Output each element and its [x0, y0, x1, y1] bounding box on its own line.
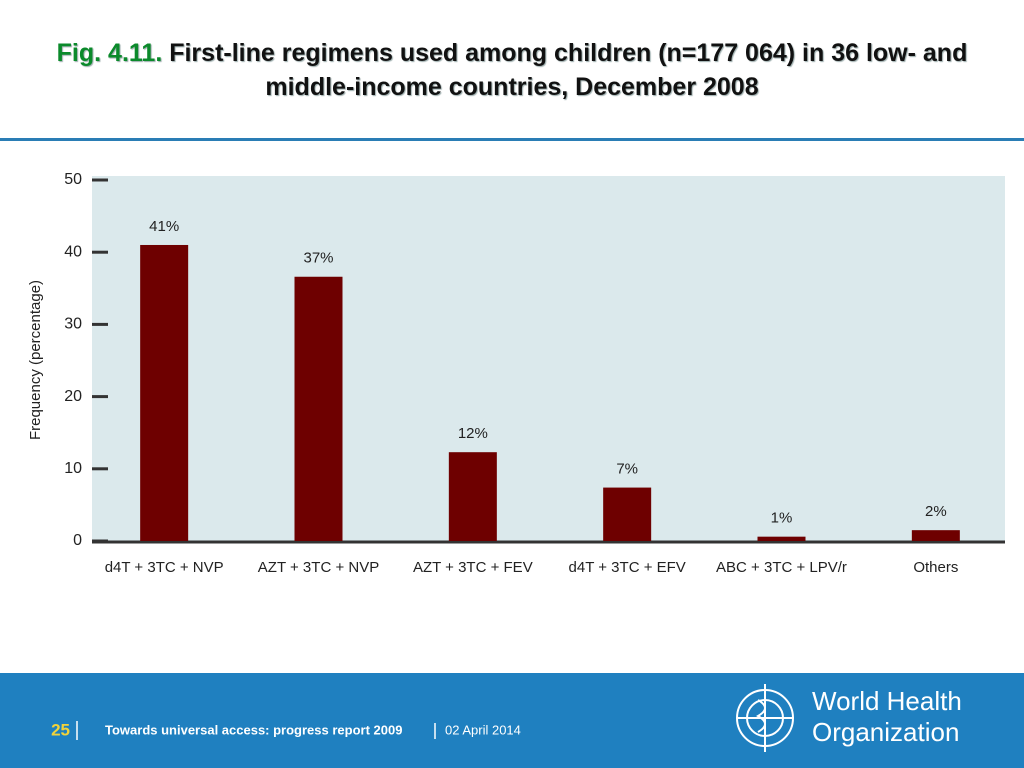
plot-background	[92, 176, 1005, 542]
logo-line: World Health	[812, 686, 962, 716]
x-tick-label: ABC + 3TC + LPV/r	[716, 559, 847, 576]
data-label: 1%	[771, 510, 793, 527]
footer-date: 02 April 2014	[445, 722, 521, 737]
bar	[757, 536, 806, 541]
x-tick-label: Others	[913, 559, 958, 576]
chart-title: First-line regimens used among children …	[169, 39, 968, 101]
y-tick-label: 40	[64, 243, 82, 260]
x-tick-label: AZT + 3TC + FEV	[413, 559, 533, 576]
x-tick-label: AZT + 3TC + NVP	[258, 559, 379, 576]
data-label: 2%	[925, 503, 947, 520]
bar	[294, 276, 343, 541]
logo-line: Organization	[812, 717, 959, 747]
data-label: 41%	[149, 218, 179, 235]
page-number: 25	[51, 720, 70, 739]
y-axis-label: Frequency (percentage)	[27, 280, 44, 440]
footer-band	[0, 673, 1024, 768]
bar	[140, 244, 189, 542]
data-label: 12%	[458, 425, 488, 442]
y-tick-label: 20	[64, 388, 82, 405]
footer-text: Towards universal access: progress repor…	[105, 722, 402, 737]
title-rule	[0, 138, 1024, 141]
who-emblem	[736, 684, 794, 752]
data-label: 7%	[616, 461, 638, 478]
bar	[603, 487, 652, 541]
x-tick-label: d4T + 3TC + EFV	[569, 559, 686, 576]
slide-title: Fig. 4.11. First-line regimens used amon…	[12, 36, 1012, 104]
data-label: 37%	[303, 250, 333, 267]
x-tick-label: d4T + 3TC + NVP	[105, 559, 224, 576]
y-tick-label: 30	[64, 316, 82, 333]
y-tick-label: 50	[64, 171, 82, 188]
bar	[448, 452, 497, 541]
y-tick-label: 0	[73, 532, 82, 549]
y-tick-label: 10	[64, 460, 82, 477]
bar	[911, 530, 960, 541]
figure-label: Fig. 4.11.	[56, 39, 163, 67]
